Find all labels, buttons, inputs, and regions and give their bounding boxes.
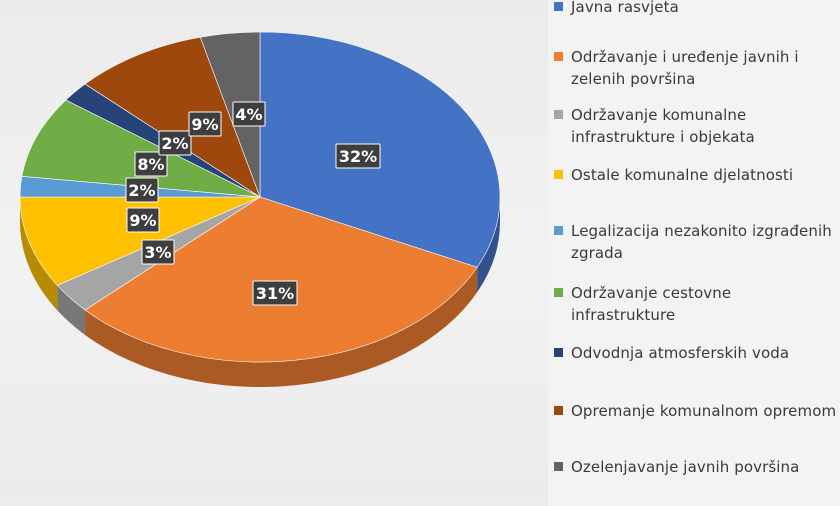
legend-label: Održavanje komunalne infrastrukture i ob… (571, 106, 755, 146)
pie-side-2 (57, 285, 86, 335)
legend-swatch (554, 110, 563, 119)
data-label-1: 31% (256, 284, 294, 303)
pie-data-labels: 32%31%3%9%2%8%2%9%4% (125, 101, 381, 306)
legend-swatch (554, 406, 563, 415)
legend-item-4: Legalizacija nezakonito izgrađenih zgrad… (554, 220, 840, 264)
chart-legend: Javna rasvjeta Održavanje i uređenje javn… (548, 0, 840, 506)
data-label-box-5 (134, 151, 168, 177)
data-label-box-3 (126, 207, 160, 233)
pie-slice-7 (84, 36, 261, 198)
data-label-3: 9% (129, 211, 156, 230)
legend-label: Održavanje cestovne infrastrukture (571, 284, 732, 324)
data-label-6: 2% (161, 134, 188, 153)
data-label-box-2 (141, 239, 175, 265)
data-label-5: 8% (137, 155, 164, 174)
legend-label: Javna rasvjeta (571, 0, 679, 16)
legend-item-3: Ostale komunalne djelatnosti (554, 164, 840, 186)
data-label-7: 9% (191, 115, 218, 134)
legend-label: Opremanje komunalnom opremom (571, 402, 837, 420)
legend-swatch (554, 52, 563, 61)
legend-label: Legalizacija nezakonito izgrađenih zgrad… (571, 222, 832, 262)
pie-top (19, 31, 501, 363)
data-label-0: 32% (339, 147, 377, 166)
pie-side-3 (20, 197, 58, 311)
data-label-box-0 (335, 143, 381, 169)
data-label-box-8 (232, 101, 266, 127)
legend-swatch (554, 348, 563, 357)
legend-swatch (554, 170, 563, 179)
pie-slice-8 (199, 31, 261, 198)
data-label-4: 2% (128, 181, 155, 200)
legend-swatch (554, 288, 563, 297)
pie-side-1 (85, 267, 478, 387)
data-label-2: 3% (144, 243, 171, 262)
legend-label: Ozelenjavanje javnih površina (571, 458, 800, 476)
pie-side-0 (477, 197, 500, 293)
legend-label: Održavanje i uređenje javnih i zelenih p… (571, 48, 799, 88)
legend-item-6: Odvodnja atmosferskih voda (554, 342, 840, 364)
legend-label: Ostale komunalne djelatnosti (571, 166, 794, 184)
legend-swatch (554, 462, 563, 471)
legend-label: Odvodnja atmosferskih voda (571, 344, 790, 362)
data-label-box-6 (158, 130, 192, 156)
pie-chart: 32%31%3%9%2%8%2%9%4% (19, 31, 501, 387)
legend-item-5: Održavanje cestovne infrastrukture (554, 282, 840, 326)
legend-item-0: Javna rasvjeta (554, 0, 840, 18)
legend-item-7: Opremanje komunalnom opremom (554, 400, 840, 422)
legend-item-1: Održavanje i uređenje javnih i zelenih p… (554, 46, 840, 90)
data-label-box-4 (125, 177, 159, 203)
pie-slice-1 (84, 196, 478, 363)
pie-slice-5 (21, 99, 261, 198)
legend-swatch (554, 226, 563, 235)
legend-item-2: Održavanje komunalne infrastrukture i ob… (554, 104, 840, 148)
pie-slice-3 (19, 196, 261, 286)
data-label-box-1 (252, 280, 298, 306)
legend-swatch (554, 2, 563, 11)
legend-item-8: Ozelenjavanje javnih površina (554, 456, 840, 478)
pie-depth (20, 197, 500, 387)
data-label-8: 4% (235, 105, 262, 124)
data-label-box-7 (188, 111, 222, 137)
